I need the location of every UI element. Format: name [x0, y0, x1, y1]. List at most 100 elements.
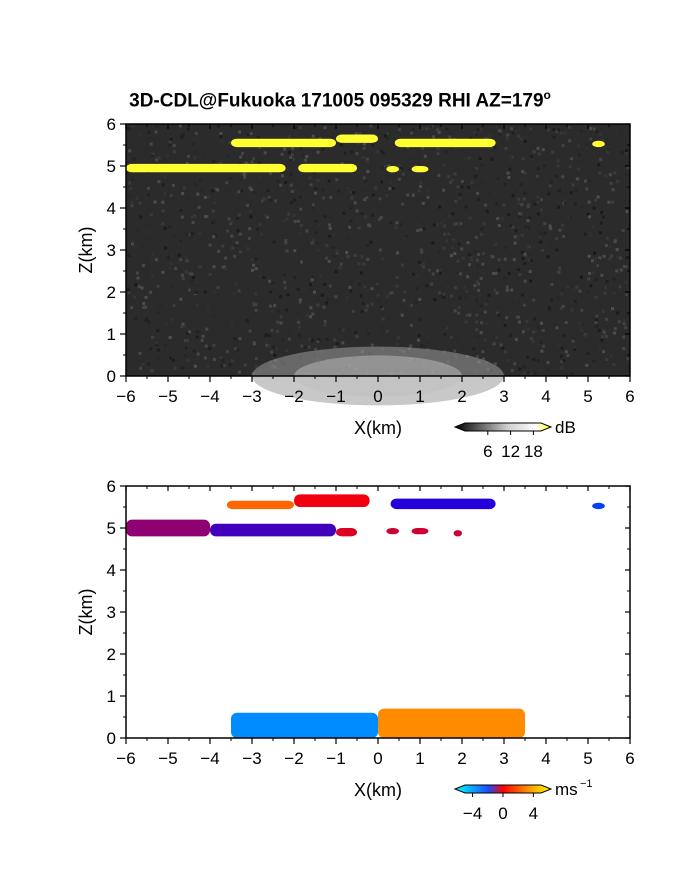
noise-pixel — [617, 320, 621, 324]
noise-pixel — [161, 222, 165, 226]
noise-pixel — [568, 287, 572, 291]
noise-pixel — [164, 354, 168, 357]
noise-pixel — [168, 143, 172, 147]
noise-pixel — [528, 226, 532, 230]
noise-pixel — [215, 145, 219, 149]
noise-pixel — [421, 201, 425, 205]
noise-pixel — [481, 262, 485, 266]
noise-pixel — [230, 359, 234, 363]
noise-pixel — [488, 134, 492, 138]
noise-pixel — [468, 191, 472, 195]
noise-pixel — [428, 335, 432, 339]
noise-pixel — [400, 313, 404, 317]
noise-pixel — [128, 128, 132, 132]
noise-pixel — [454, 199, 458, 203]
noise-pixel — [562, 359, 566, 363]
noise-pixel — [526, 205, 530, 209]
noise-pixel — [432, 135, 436, 139]
noise-pixel — [216, 286, 220, 290]
noise-pixel — [529, 337, 533, 340]
noise-pixel — [299, 224, 303, 227]
noise-pixel — [587, 277, 591, 281]
noise-pixel — [470, 258, 474, 262]
data-feature — [394, 138, 496, 148]
noise-pixel — [127, 252, 131, 256]
noise-pixel — [283, 286, 287, 290]
noise-pixel — [341, 328, 345, 332]
noise-pixel — [188, 272, 192, 276]
noise-pixel — [543, 164, 547, 168]
noise-pixel — [592, 277, 596, 281]
noise-pixel — [496, 217, 500, 220]
noise-pixel — [556, 159, 560, 163]
noise-pixel — [523, 171, 527, 175]
noise-pixel — [523, 191, 527, 195]
noise-pixel — [222, 265, 226, 269]
noise-pixel — [192, 321, 196, 325]
noise-texture — [126, 124, 630, 376]
noise-pixel — [510, 288, 514, 292]
noise-pixel — [470, 294, 474, 298]
noise-pixel — [616, 179, 620, 183]
noise-pixel — [580, 308, 584, 312]
colorbar-tick-label: 12 — [501, 442, 520, 461]
noise-pixel — [606, 150, 610, 154]
noise-pixel — [314, 219, 318, 223]
noise-pixel — [168, 336, 172, 339]
noise-pixel — [495, 311, 499, 315]
noise-pixel — [332, 246, 336, 249]
noise-pixel — [624, 293, 628, 297]
noise-pixel — [494, 243, 498, 247]
noise-pixel — [371, 213, 374, 217]
noise-pixel — [425, 342, 429, 346]
noise-pixel — [357, 262, 361, 266]
noise-pixel — [605, 357, 609, 361]
noise-pixel — [339, 262, 343, 266]
noise-pixel — [242, 172, 246, 176]
noise-pixel — [584, 179, 587, 183]
noise-pixel — [293, 249, 297, 253]
noise-pixel — [299, 232, 303, 235]
noise-pixel — [557, 205, 561, 209]
colorbar-tick-label: 18 — [524, 442, 543, 461]
noise-pixel — [316, 248, 320, 252]
noise-pixel — [247, 236, 251, 240]
noise-pixel — [577, 153, 581, 157]
noise-pixel — [360, 271, 363, 275]
noise-pixel — [523, 252, 527, 256]
data-feature — [411, 166, 429, 173]
noise-pixel — [589, 137, 593, 141]
noise-pixel — [381, 317, 385, 321]
noise-pixel — [364, 179, 368, 183]
colorbar-unit: dB — [555, 418, 576, 437]
noise-pixel — [417, 162, 421, 166]
noise-pixel — [311, 206, 315, 210]
noise-pixel — [461, 346, 465, 350]
noise-pixel — [403, 290, 407, 294]
noise-pixel — [224, 256, 228, 260]
noise-pixel — [439, 221, 443, 225]
noise-pixel — [532, 298, 536, 302]
noise-pixel — [465, 313, 469, 317]
noise-pixel — [421, 265, 425, 269]
noise-pixel — [350, 150, 353, 154]
noise-pixel — [314, 347, 318, 351]
y-tick-label: 0 — [107, 367, 116, 386]
noise-pixel — [483, 310, 487, 314]
noise-pixel — [529, 294, 533, 298]
noise-pixel — [493, 362, 497, 366]
noise-pixel — [419, 248, 423, 252]
noise-pixel — [508, 333, 512, 337]
noise-pixel — [316, 150, 320, 154]
noise-pixel — [252, 302, 256, 306]
x-tick-label: −3 — [242, 749, 261, 768]
noise-pixel — [158, 304, 162, 308]
noise-pixel — [599, 157, 603, 161]
noise-pixel — [289, 156, 293, 160]
noise-pixel — [455, 190, 459, 193]
noise-pixel — [181, 273, 184, 277]
noise-pixel — [493, 124, 497, 128]
noise-pixel — [531, 340, 535, 344]
noise-pixel — [599, 231, 602, 235]
noise-pixel — [256, 270, 260, 274]
